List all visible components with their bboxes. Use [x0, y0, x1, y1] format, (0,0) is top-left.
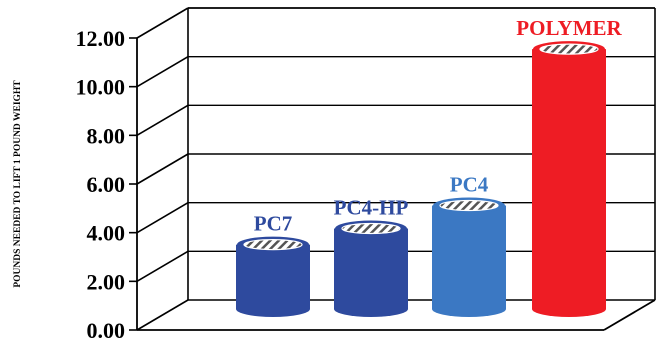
bars	[236, 41, 606, 317]
category-label: PC4	[450, 173, 489, 197]
bar-polymer	[532, 41, 606, 317]
category-labels: PC7 PC4-HP PC4 POLYMER	[254, 16, 623, 236]
grid-diagonal	[136, 104, 189, 137]
y-tick-label: 6.00	[87, 172, 126, 197]
y-tick-label: 2.00	[87, 269, 126, 294]
y-axis-label: POUNDS NEEDED TO LIFT 1 POUND WEIGHT	[13, 80, 23, 288]
grid-diagonal	[136, 250, 189, 283]
bar-top-hatch	[439, 199, 499, 212]
y-tick-label: 12.00	[76, 26, 126, 51]
grid-diagonal	[136, 55, 189, 88]
bar-top-hatch	[243, 239, 303, 251]
bar-body	[236, 244, 310, 317]
y-tick-label: 10.00	[76, 75, 126, 100]
bar-pc4	[432, 197, 506, 317]
floor-right-edge	[603, 299, 656, 331]
bar-body	[334, 228, 408, 317]
grid-diagonal	[136, 201, 189, 234]
bar-pc7	[236, 236, 310, 317]
category-label: PC7	[254, 212, 293, 236]
bar-pc4-hp	[334, 220, 408, 317]
grid-diagonal	[136, 299, 189, 331]
y-tick-label: 8.00	[87, 123, 126, 148]
bar-top-hatch	[341, 222, 401, 235]
category-label: POLYMER	[516, 16, 622, 40]
y-tick-label: 0.00	[87, 318, 126, 343]
grid-diagonal	[136, 153, 189, 185]
bar-top-hatch	[539, 43, 599, 55]
grid-diagonal	[136, 7, 189, 39]
category-label: PC4-HP	[334, 196, 409, 220]
axes: 0.00 2.00 4.00 6.00 8.00 10.00 12.00	[76, 26, 656, 343]
bar-body	[532, 49, 606, 317]
bar-body	[432, 205, 506, 317]
y-tick-label: 4.00	[87, 221, 126, 246]
